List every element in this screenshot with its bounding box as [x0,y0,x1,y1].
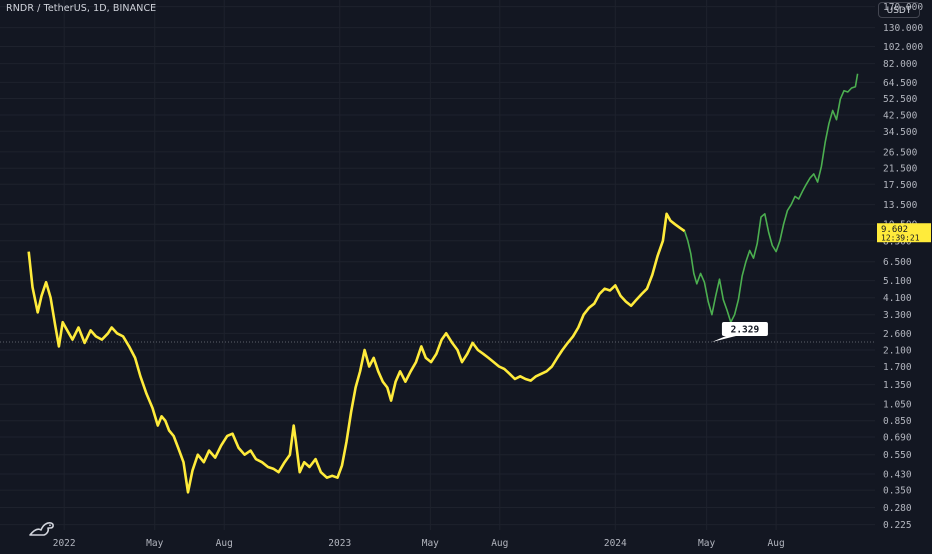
y-tick-label: 2.600 [883,329,912,340]
y-tick-label: 4.100 [883,293,912,304]
x-tick-label: 2024 [604,538,627,549]
y-tick-label: 3.300 [883,310,912,321]
y-tick-label: 0.280 [883,503,912,514]
y-tick-label: 0.350 [883,486,912,497]
y-tick-label: 26.500 [883,147,918,158]
y-tick-label: 21.500 [883,164,918,175]
annotation-label: 2.329 [731,324,760,335]
last-price-countdown: 12:39:21 [881,234,920,243]
y-tick-label: 102.000 [883,42,923,53]
y-tick-label: 82.000 [883,59,918,70]
y-tick-label: 5.100 [883,276,912,287]
y-tick-label: 64.500 [883,78,918,89]
x-tick-label: May [698,538,715,549]
x-tick-label: May [422,538,439,549]
x-tick-label: Aug [216,538,233,549]
y-tick-label: 0.225 [883,520,912,531]
last-price-tag [877,223,931,243]
x-tick-label: Aug [768,538,785,549]
y-tick-label: 0.550 [883,450,912,461]
x-tick-label: 2022 [53,538,76,549]
y-tick-label: 52.500 [883,94,918,105]
y-tick-label: 6.500 [883,257,912,268]
x-tick-label: May [146,538,163,549]
y-tick-label: 170.000 [883,2,923,13]
y-tick-label: 2.100 [883,346,912,357]
last-price-value: 9.602 [881,225,908,235]
y-tick-label: 1.700 [883,362,912,373]
annotation-pointer [711,335,736,342]
y-tick-label: 0.690 [883,433,912,444]
series-line-2 [683,73,859,323]
tradingview-dino-logo-icon[interactable] [28,516,56,538]
y-tick-label: 130.000 [883,23,923,34]
annotation-box [721,321,768,336]
y-tick-label: 34.500 [883,127,918,138]
currency-button[interactable]: USDT [878,2,920,18]
symbol-title: RNDR / TetherUS, 1D, BINANCE [6,3,157,14]
y-tick-label: 13.500 [883,200,918,211]
series-line-1 [27,212,686,494]
x-tick-label: Aug [491,538,508,549]
y-tick-label: 1.050 [883,400,912,411]
y-tick-label: 17.500 [883,180,918,191]
x-tick-label: 2023 [328,538,351,549]
y-tick-label: 0.850 [883,416,912,427]
y-tick-label: 1.350 [883,380,912,391]
y-tick-label: 0.430 [883,469,912,480]
y-tick-label: 42.500 [883,110,918,121]
